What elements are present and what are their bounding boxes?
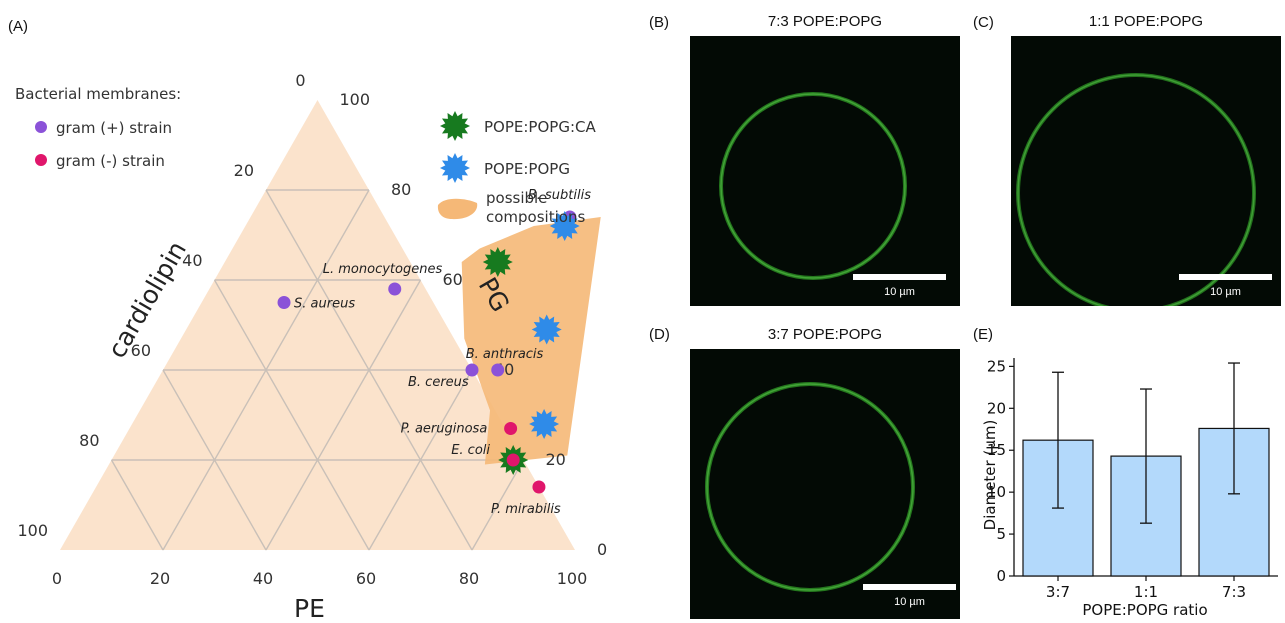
cl-tick-label: 80 (79, 431, 99, 450)
y-tick-label: 0 (996, 567, 1006, 585)
ternary-triangle (60, 100, 575, 550)
strain-label: P. aeruginosa (401, 422, 488, 437)
vesicle-d (705, 382, 915, 592)
scale-label-b: 10 µm (884, 286, 915, 298)
pg-tick-label: 80 (391, 180, 411, 199)
strain-label: B. subtilis (528, 188, 591, 203)
pope-popg-star (549, 211, 580, 241)
y-tick-label: 25 (987, 357, 1006, 375)
legend-gram-pos-marker (35, 121, 47, 133)
legend-gram-neg-label: gram (-) strain (56, 152, 165, 170)
legend-heading: Bacterial membranes: (15, 85, 181, 103)
grid-line-pe (265, 279, 422, 551)
pope-popg-star (531, 314, 562, 345)
strain-label: B. cereus (408, 375, 469, 390)
scale-bar-c (1179, 274, 1272, 280)
pg-tick-label: 0 (597, 540, 607, 559)
y-tick-label: 10 (987, 483, 1006, 501)
pope-popg-star (529, 409, 560, 439)
pg-tick-label: 20 (546, 450, 566, 469)
strain-label: S. aureus (294, 297, 355, 312)
panel-label-e: (E) (973, 326, 993, 343)
micrograph-c-title: 1:1 POPE:POPG (1088, 13, 1204, 30)
scale-bar-b (853, 274, 946, 280)
micrograph-c: 10 µm (1011, 36, 1281, 306)
grid-line-cl (213, 279, 370, 551)
legend-pg-mix-label: POPE:POPG (484, 160, 570, 178)
pg-tick-label: 100 (340, 90, 371, 109)
gram-positive-point (388, 282, 402, 296)
legend-possible-label-2: compositions (486, 208, 585, 226)
pe-axis-title: PE (294, 594, 325, 623)
x-axis-title: POPE:POPG ratio (1082, 601, 1207, 619)
panel-label-c: (C) (973, 14, 994, 31)
y-axis-title: Diameter (µm) (981, 420, 999, 531)
legend-possible-swatch (437, 198, 478, 220)
y-tick-label: 15 (987, 441, 1006, 459)
legend-gram-neg-marker (35, 154, 47, 166)
possible-compositions-region (461, 217, 601, 465)
x-tick-label: 3:7 (1046, 583, 1070, 601)
legend-cl-star (440, 111, 470, 141)
panel-label-d: (D) (649, 326, 670, 343)
legend-gram-pos-label: gram (+) strain (56, 119, 172, 137)
grid-line-cl (110, 459, 164, 551)
strain-label: L. monocytogenes (323, 262, 443, 277)
cl-tick-label: 40 (182, 251, 202, 270)
scale-label-d: 10 µm (894, 596, 925, 608)
strain-label: E. coli (451, 443, 490, 458)
y-tick-label: 5 (996, 525, 1006, 543)
pe-tick-label: 0 (52, 569, 62, 588)
pe-tick-label: 80 (459, 569, 479, 588)
ternary-diagram: 020406080100020406080100020406080100 B. … (15, 71, 607, 623)
pe-tick-label: 60 (356, 569, 376, 588)
micrograph-b: 10 µm (690, 36, 960, 306)
grid-line-cl (162, 369, 267, 551)
cl-tick-label: 0 (295, 71, 305, 90)
pope-popg-ca-star (482, 247, 513, 277)
pg-tick-label: 60 (443, 270, 463, 289)
x-tick-label: 7:3 (1222, 583, 1246, 601)
pe-tick-label: 40 (253, 569, 273, 588)
gram-negative-point-overlay (506, 453, 520, 467)
gram-negative-point (504, 422, 518, 435)
diameter-bar-chart: 0 5 10 15 20 25 3:7 1:1 7:3 Diameter (µm) POPE:P… (981, 357, 1278, 619)
vesicle-b (719, 92, 907, 280)
grid-line-pe (471, 459, 525, 551)
panel-label-a: (A) (8, 18, 28, 35)
micrograph-b-title: 7:3 POPE:POPG (767, 13, 883, 30)
strain-label: B. anthracis (466, 347, 544, 362)
bar (1198, 427, 1270, 577)
scale-label-c: 10 µm (1210, 286, 1241, 298)
legend-possible-label-1: possible (486, 189, 547, 207)
y-tick-label: 20 (987, 399, 1006, 417)
gram-negative-point (532, 480, 546, 494)
cl-tick-label: 60 (131, 341, 151, 360)
scale-bar-d (863, 584, 956, 590)
strain-label: P. mirabilis (491, 502, 561, 517)
vesicle-c (1016, 73, 1256, 306)
gram-positive-point (277, 296, 291, 309)
panel-label-b: (B) (649, 14, 669, 31)
legend-pg-star (440, 153, 470, 183)
pe-tick-label: 20 (150, 569, 170, 588)
x-tick-label: 1:1 (1134, 583, 1158, 601)
micrograph-d: 10 µm (690, 349, 960, 619)
micrograph-d-title: 3:7 POPE:POPG (767, 326, 883, 343)
gram-positive-point (465, 363, 479, 377)
grid-line-pe (368, 369, 473, 551)
gram-positive-point (491, 363, 505, 377)
cl-tick-label: 100 (17, 521, 48, 540)
pe-tick-label: 100 (557, 569, 588, 588)
legend-cl-mix-label: POPE:POPG:CA (484, 118, 596, 136)
cl-tick-label: 20 (234, 161, 254, 180)
